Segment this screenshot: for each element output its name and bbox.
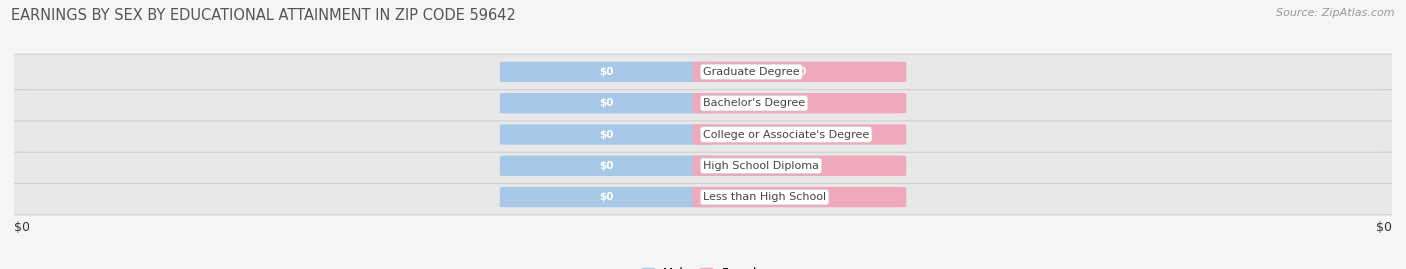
FancyBboxPatch shape: [0, 117, 1406, 152]
FancyBboxPatch shape: [499, 93, 713, 113]
FancyBboxPatch shape: [693, 62, 907, 82]
Text: $0: $0: [792, 98, 807, 108]
Text: College or Associate's Degree: College or Associate's Degree: [703, 129, 869, 140]
FancyBboxPatch shape: [693, 187, 907, 207]
FancyBboxPatch shape: [693, 93, 907, 113]
Text: $0: $0: [599, 161, 614, 171]
FancyBboxPatch shape: [0, 148, 1406, 183]
Text: $0: $0: [599, 129, 614, 140]
Text: $0: $0: [792, 192, 807, 202]
Text: $0: $0: [14, 221, 30, 233]
Legend: Male, Female: Male, Female: [641, 267, 765, 269]
Text: $0: $0: [599, 192, 614, 202]
Text: $0: $0: [599, 67, 614, 77]
FancyBboxPatch shape: [693, 156, 907, 176]
Text: $0: $0: [792, 161, 807, 171]
Text: $0: $0: [792, 129, 807, 140]
FancyBboxPatch shape: [499, 62, 713, 82]
Text: Graduate Degree: Graduate Degree: [703, 67, 800, 77]
FancyBboxPatch shape: [0, 179, 1406, 215]
FancyBboxPatch shape: [0, 54, 1406, 90]
FancyBboxPatch shape: [0, 86, 1406, 121]
Text: Source: ZipAtlas.com: Source: ZipAtlas.com: [1277, 8, 1395, 18]
Text: High School Diploma: High School Diploma: [703, 161, 820, 171]
Text: $0: $0: [1376, 221, 1392, 233]
Text: Bachelor's Degree: Bachelor's Degree: [703, 98, 806, 108]
Text: $0: $0: [599, 98, 614, 108]
FancyBboxPatch shape: [693, 124, 907, 145]
FancyBboxPatch shape: [499, 156, 713, 176]
FancyBboxPatch shape: [499, 124, 713, 145]
Text: $0: $0: [792, 67, 807, 77]
FancyBboxPatch shape: [499, 187, 713, 207]
Text: EARNINGS BY SEX BY EDUCATIONAL ATTAINMENT IN ZIP CODE 59642: EARNINGS BY SEX BY EDUCATIONAL ATTAINMEN…: [11, 8, 516, 23]
Text: Less than High School: Less than High School: [703, 192, 827, 202]
